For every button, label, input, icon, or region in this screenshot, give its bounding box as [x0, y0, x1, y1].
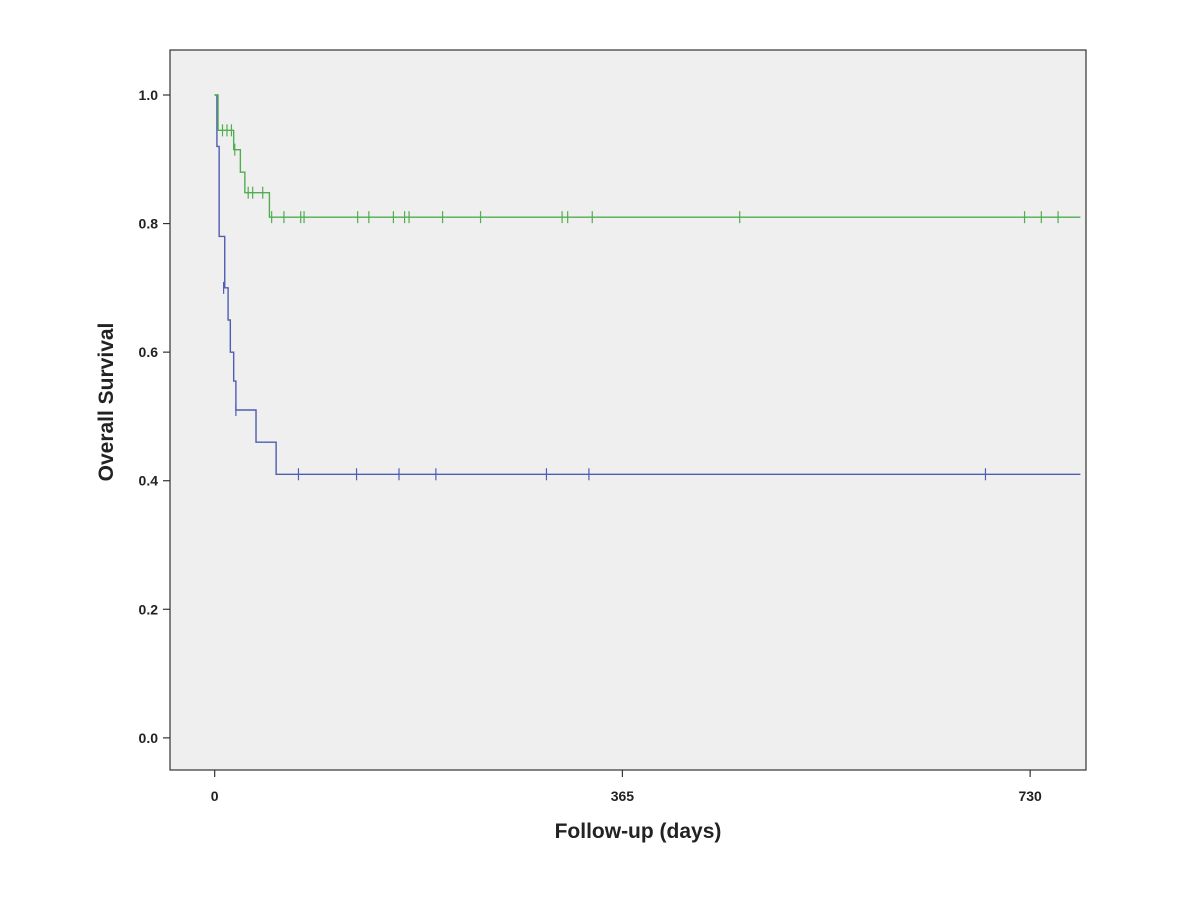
y-axis-title: Overall Survival	[95, 323, 118, 482]
y-tick-label: 0.4	[139, 473, 159, 489]
x-axis-title: Follow-up (days)	[555, 820, 722, 843]
y-tick-label: 0.8	[139, 216, 159, 232]
y-tick-label: 0.0	[139, 730, 159, 746]
survival-curve-2	[214, 94, 1081, 218]
series-group	[214, 94, 1081, 481]
x-tick-label: 365	[611, 788, 635, 804]
y-tick-label: 0.6	[139, 344, 159, 360]
y-tick-label: 1.0	[139, 87, 159, 103]
survival-curve-1	[214, 94, 1081, 475]
plot-area	[169, 49, 1087, 771]
x-tick-label: 730	[1018, 788, 1042, 804]
y-tick-label: 0.2	[139, 601, 159, 617]
x-tick-label: 0	[211, 788, 219, 804]
axis-ticks: 0.0 0.2 0.4 0.6 0.8 1.0 0 365 730	[139, 87, 1043, 804]
